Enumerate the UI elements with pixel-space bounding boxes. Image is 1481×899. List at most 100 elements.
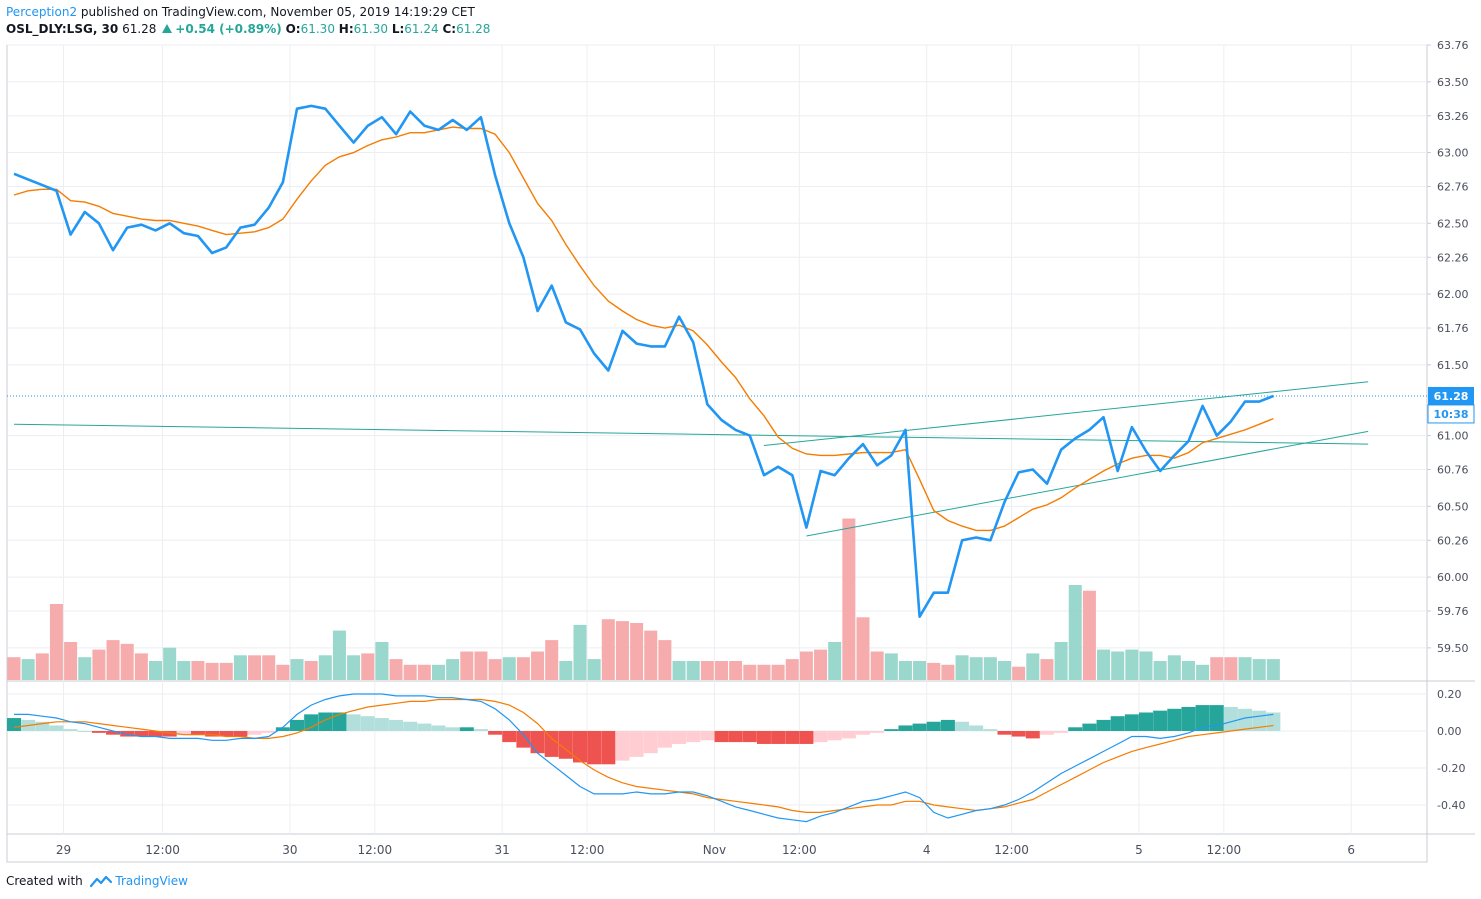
time-tick-label: 12:00 <box>1207 843 1242 857</box>
volume-bar <box>1082 590 1096 680</box>
macd-histogram-bar <box>1054 731 1069 733</box>
price-tick-label: 63.26 <box>1437 110 1469 123</box>
time-tick-label: 12:00 <box>358 843 393 857</box>
volume-bar <box>941 664 955 680</box>
macd-histogram-bar <box>431 725 446 731</box>
ohlc-low-value: 61.24 <box>404 22 439 36</box>
macd-histogram-bar <box>841 731 856 739</box>
price-tick-label: 59.50 <box>1437 642 1469 655</box>
time-tick-label: 4 <box>923 843 931 857</box>
price-tick-label: 59.76 <box>1437 605 1469 618</box>
volume-bar <box>417 664 431 680</box>
volume-bar <box>361 653 375 680</box>
volume-bar <box>630 623 644 680</box>
volume-bar <box>743 664 757 680</box>
time-tick-label: 12:00 <box>994 843 1029 857</box>
price-tick-label: 63.00 <box>1437 147 1469 160</box>
last-price-badge <box>1428 386 1474 405</box>
price-tick-label: 60.00 <box>1437 571 1469 584</box>
up-triangle-icon <box>162 24 173 33</box>
macd-line <box>14 693 1274 823</box>
macd-histogram-bar <box>742 731 757 743</box>
volume-bar <box>898 661 912 680</box>
volume-bar <box>715 661 728 680</box>
macd-histogram-bar <box>1238 708 1253 731</box>
volume-bar <box>219 662 233 680</box>
volume-bar <box>446 659 460 680</box>
change-value: +0.54 (+0.89%) <box>175 22 282 36</box>
volume-bars <box>7 518 1280 680</box>
ohlc-high-value: 61.30 <box>353 22 388 36</box>
volume-bar <box>460 651 474 680</box>
price-tick-label: 60.26 <box>1437 534 1469 547</box>
price-tick-label: 61.00 <box>1437 430 1469 443</box>
trend-line <box>13 423 1369 445</box>
price-tick-label: 60.50 <box>1437 500 1469 513</box>
macd-histogram-bar <box>190 731 205 735</box>
macd-histogram-bar <box>1139 712 1153 731</box>
volume-bar <box>998 661 1011 680</box>
footer: Created with TradingView <box>6 873 188 889</box>
macd-histogram-bar <box>629 731 644 757</box>
symbol-info: OSL_DLY:LSG, 30 61.28 +0.54 (+0.89%) O:6… <box>6 21 490 37</box>
volume-bar <box>262 655 276 680</box>
volume-bar <box>983 657 997 680</box>
macd-histogram-bar <box>799 731 814 744</box>
volume-bar <box>1040 659 1054 680</box>
volume-bar <box>686 661 700 680</box>
macd-histogram-bar <box>686 731 701 743</box>
volume-bar <box>1238 657 1252 680</box>
published-text: published on TradingView.com, November 0… <box>80 5 475 19</box>
volume-bar <box>1054 642 1068 680</box>
macd-histogram-bar <box>219 731 234 737</box>
volume-bar <box>205 662 219 680</box>
chart-canvas[interactable]: 63.76 63.50 63.26 63.00 62.76 62.50 62.26 62.00… <box>0 0 1481 870</box>
ohlc-high-label: H: <box>338 22 354 36</box>
volume-bar <box>332 630 346 680</box>
volume-bar <box>21 659 35 680</box>
macd-histogram-bar <box>35 721 50 731</box>
volume-bar <box>1266 659 1280 680</box>
time-tick-label: 12:00 <box>145 843 180 857</box>
volume-bar <box>1097 649 1111 680</box>
macd-histogram-bar <box>983 729 998 731</box>
volume-bar <box>290 659 304 680</box>
macd-histogram-bar <box>1039 731 1054 735</box>
volume-bar <box>403 664 417 680</box>
volume-bar <box>1196 664 1210 680</box>
macd-histogram-bar <box>106 731 121 735</box>
volume-bar <box>1181 661 1195 680</box>
ohlc-open-value: 61.30 <box>300 22 335 36</box>
volume-bar <box>1026 653 1040 680</box>
author-link[interactable]: Perception2 <box>6 5 78 19</box>
volume-bar <box>7 657 21 680</box>
volume-bar <box>49 604 63 680</box>
volume-bar <box>1167 655 1181 680</box>
volume-bar <box>969 657 983 680</box>
trend-line <box>763 381 1369 446</box>
macd-tick-label: -0.20 <box>1437 762 1465 775</box>
volume-bar <box>120 643 134 680</box>
volume-bar <box>276 664 290 680</box>
symbol-label[interactable]: OSL_DLY:LSG, 30 <box>6 22 119 36</box>
time-tick-label: 6 <box>1347 843 1355 857</box>
macd-histogram-bar <box>1195 705 1210 731</box>
macd-histogram-bar <box>473 729 488 731</box>
last-price: 61.28 <box>122 22 157 36</box>
last-price-badge-label: 61.28 <box>1434 390 1469 403</box>
macd-histogram-bar <box>91 731 106 733</box>
macd-histogram-bar <box>205 731 220 737</box>
price-tick-label: 61.76 <box>1437 322 1469 335</box>
macd-histogram-bar <box>856 731 870 735</box>
macd-histogram-bar <box>7 718 21 731</box>
macd-histogram-bar <box>898 725 913 731</box>
macd-histogram-bar <box>332 712 347 731</box>
macd-histogram-bar <box>969 725 984 731</box>
macd-histogram-bar <box>997 731 1012 735</box>
volume-bar <box>785 659 799 680</box>
volume-bar <box>771 664 785 680</box>
macd-histogram-bar <box>955 721 970 731</box>
countdown-badge-label: 10:38 <box>1433 408 1468 421</box>
tradingview-brand[interactable]: TradingView <box>115 874 188 888</box>
macd-histogram-bar <box>488 731 503 735</box>
